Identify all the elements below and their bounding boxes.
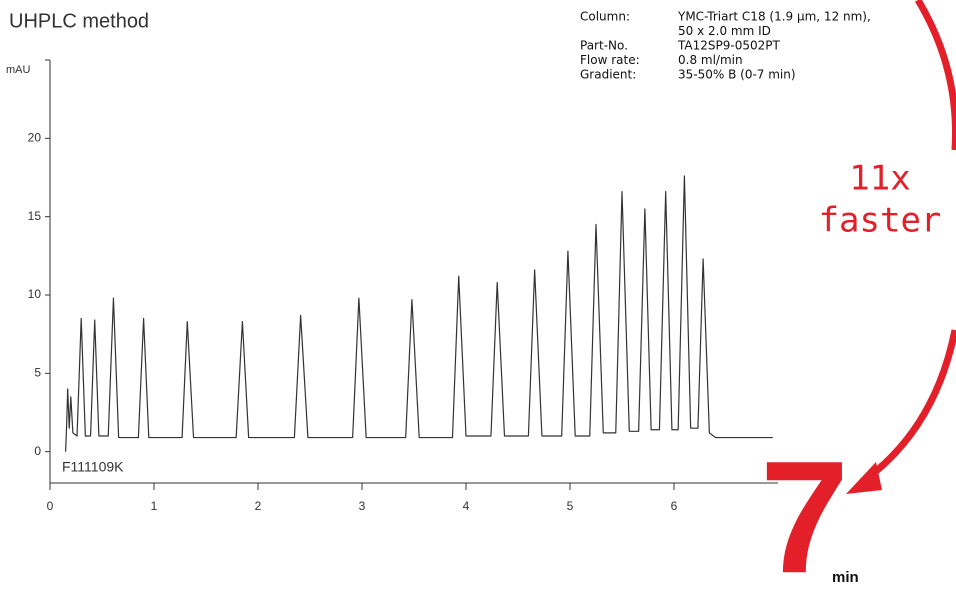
y-axis-label: mAU	[6, 64, 31, 76]
x-tick-label: 0	[47, 499, 54, 513]
x-tick-label: 6	[671, 499, 678, 513]
x-tick-label: 3	[359, 499, 366, 513]
y-tick-label: 0	[34, 444, 41, 458]
time-unit: min	[832, 569, 859, 586]
arrow-head	[846, 462, 882, 494]
chromatogram-trace	[65, 175, 773, 452]
info-value: 50 x 2.0 mm ID	[678, 24, 771, 38]
x-tick-label: 4	[463, 499, 470, 513]
x-tick-label: 1	[151, 499, 158, 513]
info-label: Flow rate:	[580, 53, 640, 67]
info-value: YMC-Triart C18 (1.9 µm, 12 nm),	[677, 10, 871, 24]
arrow-bottom	[859, 329, 956, 485]
info-block: Column: YMC-Triart C18 (1.9 µm, 12 nm),50…	[580, 10, 871, 82]
callout-line: 11x	[849, 159, 910, 199]
y-tick-label: 10	[28, 287, 42, 301]
info-value: TA12SP9-0502PT	[677, 39, 780, 53]
info-label: Gradient:	[580, 68, 636, 82]
x-tick-label: 5	[567, 499, 574, 513]
info-label: Column:	[580, 10, 630, 24]
arrow-top	[914, 0, 956, 151]
time-value: 7	[760, 427, 849, 595]
y-tick-label: 15	[28, 209, 42, 223]
x-tick-label: 2	[255, 499, 262, 513]
y-tick-label: 20	[28, 131, 42, 145]
y-tick-label: 5	[34, 366, 41, 380]
callout-line: faster	[819, 201, 942, 241]
chart-title: UHPLC method	[9, 10, 149, 32]
info-value: 0.8 ml/min	[678, 53, 743, 67]
info-value: 35-50% B (0-7 min)	[678, 68, 796, 82]
annotation: F111109K	[62, 459, 124, 475]
info-label: Part-No.	[580, 39, 628, 53]
